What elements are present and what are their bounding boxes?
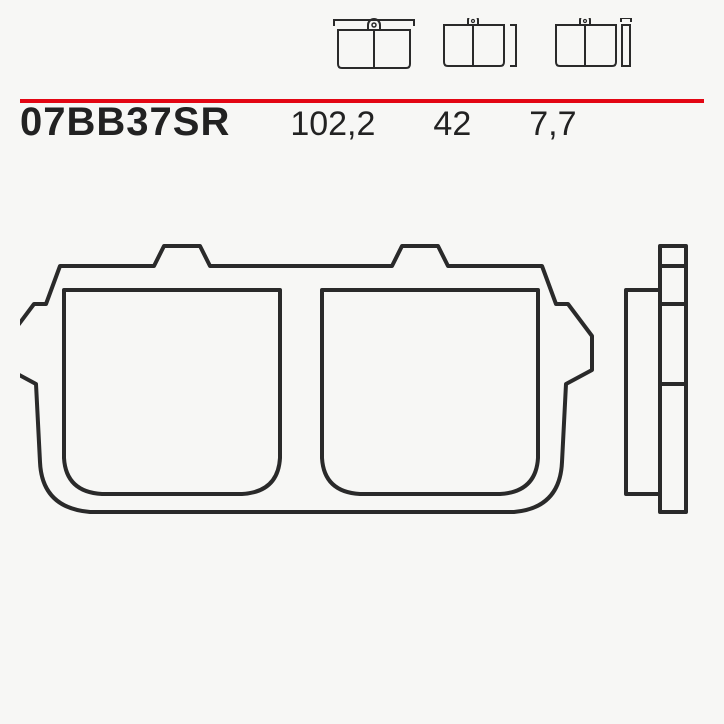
dimension-icons [330, 18, 642, 70]
dimension-values: 102,2 42 7,7 [290, 105, 576, 144]
divider-line [20, 90, 704, 94]
part-number: 07BB37SR [20, 100, 230, 145]
technical-drawing [20, 210, 704, 560]
width-value: 102,2 [290, 105, 375, 144]
width-dimension-icon [330, 18, 418, 70]
spec-row: 07BB37SR 102,2 42 7,7 [20, 100, 704, 145]
thickness-dimension-icon [554, 18, 642, 70]
height-value: 42 [433, 105, 471, 144]
height-dimension-icon [442, 18, 530, 70]
thickness-value: 7,7 [529, 105, 576, 144]
